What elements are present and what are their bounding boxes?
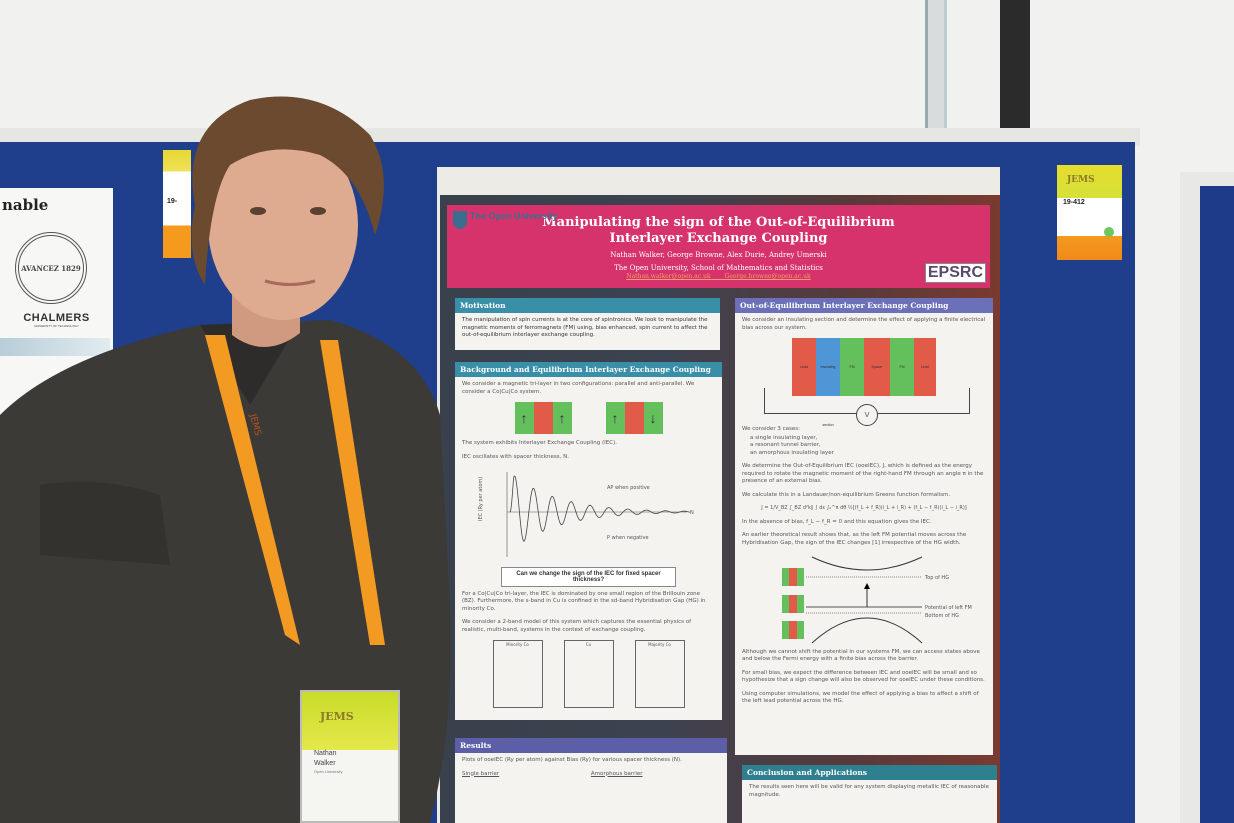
epsrc-logo: EPSRC [924,263,986,283]
ou-shield-icon [453,211,467,229]
results-section: Results Plots of ooeIEC (Ry per atom) ag… [455,738,727,823]
seal-motto: AVANCEZ 1829 [21,263,81,273]
section-heading: Out-of-Equilibrium Interlayer Exchange C… [735,298,993,313]
motivation-section: Motivation The manipulation of spin curr… [455,298,720,350]
band-plots: Minority Co Cu Majority Co [462,640,715,708]
badge-last-name: Walker [314,760,336,767]
chalmers-logo-text: CHALMERS [23,312,90,324]
section-heading: Motivation [455,298,720,313]
plot-p-label: P when negative [607,535,649,541]
bullet: We consider a magnetic tri-layer in two … [462,381,695,395]
poster-authors: Nathan Walker, George Browne, Alex Durie… [610,251,827,259]
poster-number-tag: JEMS 19-412 [1057,165,1122,260]
plot-ap-label: AP when positive [607,485,650,491]
section-heading: Background and Equilibrium Interlayer Ex… [455,362,722,377]
poster-number: 19-412 [1063,199,1085,206]
badge-first-name: Nathan [314,750,337,757]
equation: J = 1/V_BZ ∫_BZ d²k∥ ∫ dε ∫₀^π dθ ½[(f_L… [761,505,967,511]
wall-pillar [1000,0,1030,150]
results-subheading: Amorphous barrier [590,770,643,777]
hg-label: Potential of left FM [925,605,972,611]
badge-affiliation: Open University [314,769,343,774]
poster-title: Manipulating the sign of the Out-of-Equi… [542,215,895,246]
bullet: We calculate this in a Landauer/non-equi… [742,491,951,498]
plot-xlabel: N [690,510,694,516]
iec-oscillation-plot: IEC (Ry per atom) N AP when positive P w… [478,472,694,557]
hg-label: Top of HG [924,575,949,581]
bullet: In the absence of bias, f_L − f_R = 0 an… [742,518,932,525]
bullet: We consider a 2-band model of this syste… [462,619,692,633]
bullet: An earlier theoretical result shows that… [742,532,967,546]
left-poster-title: nable [2,196,49,214]
results-text: Plots of ooeIEC (Ry per atom) against Bi… [462,757,682,763]
voltmeter-icon: V [856,404,878,426]
hair [191,96,384,286]
background-section: Background and Equilibrium Interlayer Ex… [455,362,722,720]
right-poster-board [1200,186,1234,823]
lanyard-right [320,340,385,645]
bullet: Using computer simulations, we model the… [742,690,979,705]
bullet: IEC oscillates with spacer thickness, N. [462,453,569,460]
case-item: a single insulating layer, [750,434,818,441]
chalmers-logo-subtext: UNIVERSITY OF TECHNOLOGY [34,324,79,328]
bullet: The results seen here will be valid for … [749,784,989,798]
section-text: The manipulation of spin currents is at … [462,317,708,338]
tag-number: 19- [167,198,178,205]
left-poster-tag: 19- [163,150,191,258]
plot-ylabel: IEC (Ry per atom) [478,477,484,521]
results-subheading: Single barrier [462,770,500,777]
case-item: a resonant tunnel barrier, [750,442,821,448]
open-university-logo: The Open University [453,211,558,229]
case-item: an amorphous insulating layer [750,449,834,456]
window-frame [925,0,947,150]
conclusion-section: Conclusion and Applications The results … [742,765,997,823]
bullet: For small bias, we expect the difference… [742,669,985,684]
left-poster-banner [0,338,110,356]
question-box: Can we change the sign of the IEC for fi… [501,566,676,587]
hg-label: Bottom of HG [925,613,959,619]
section-heading: Conclusion and Applications [742,765,997,780]
section-heading: Results [455,738,727,753]
trilayer-diagrams: ↑ ↑ ↑ ↓ [462,402,715,434]
band-plot: Minority Co [492,640,543,708]
hybridisation-gap-diagram: Top of HG Potential of left FM Bottom of… [782,556,972,644]
bullet: We determine the Out-of-Equilibrium IEC … [742,463,984,484]
band-plot: Majority Co [634,640,685,708]
band-plot: Cu [563,640,614,708]
name-badge: JEMS Nathan Walker Open University [300,690,400,823]
jems-logo: JEMS [1067,175,1095,185]
bullet: The system exhibits Interlayer Exchange … [462,440,617,446]
badge-jems-logo: JEMS [320,710,354,723]
circuit-diagram: V Lead Insulating section FM Spacer FM L… [742,338,986,427]
poster-emails: Nathan.walker@open.ac.uk George.browne@o… [626,273,811,280]
bullet: For a Co|Cu|Co tri-layer, the IEC is dom… [462,590,706,612]
green-dot-sticker [1104,227,1114,237]
bullet: We consider 3 cases: [742,426,801,432]
bullet: We consider an insulating section and de… [742,317,986,331]
poster-affiliation: The Open University, School of Mathemati… [614,264,823,272]
chalmers-seal-logo: AVANCEZ 1829 [15,232,87,304]
face [208,130,358,320]
lanyard-left [205,335,300,645]
poster-header: The Open University Manipulating the sig… [447,205,990,288]
bullet: Although we cannot shift the potential i… [742,648,980,663]
ooeiec-section: Out-of-Equilibrium Interlayer Exchange C… [735,298,993,755]
